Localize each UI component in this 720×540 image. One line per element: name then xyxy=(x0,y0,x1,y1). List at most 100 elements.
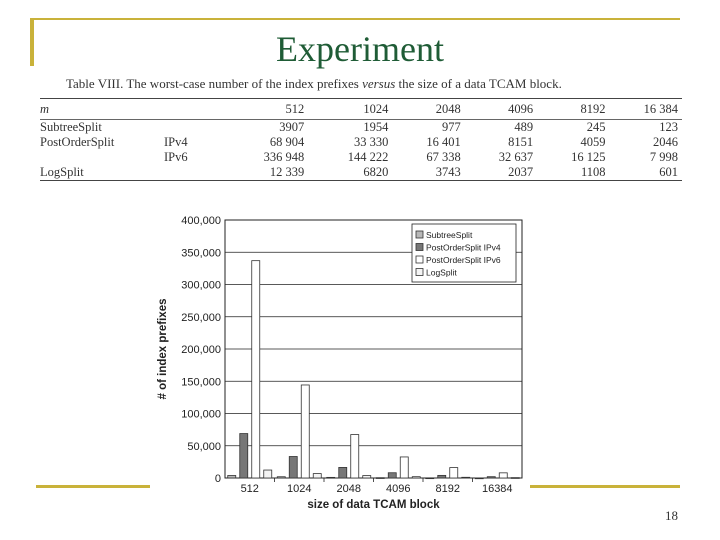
table-header-row: m 512 1024 2048 4096 8192 16 384 xyxy=(40,98,682,120)
table-header-cell: 8192 xyxy=(580,101,606,116)
table-cell: 245 xyxy=(586,120,606,134)
table-cell: 489 xyxy=(514,120,534,134)
bar xyxy=(326,476,336,479)
bar xyxy=(486,476,496,479)
frame-bottom-line-left xyxy=(36,485,154,488)
table-row: LogSplit 12 339 6820 3743 2037 1108 601 xyxy=(40,165,682,181)
bar xyxy=(350,434,360,479)
table-cell: 3743 xyxy=(435,165,461,179)
slide-title: Experiment xyxy=(276,29,444,69)
row-sub xyxy=(164,120,224,136)
table-row: IPv6 336 948 144 222 67 338 32 637 16 12… xyxy=(40,150,682,165)
x-tick-label: 4096 xyxy=(386,483,410,495)
frame-top-line xyxy=(30,18,680,20)
bar xyxy=(437,474,447,479)
x-axis-label: size of data TCAM block xyxy=(307,499,440,511)
y-tick-label: 0 xyxy=(215,473,221,485)
bar xyxy=(510,477,520,479)
y-tick-label: 150,000 xyxy=(181,376,221,388)
row-sub: IPv4 xyxy=(164,135,188,149)
table-caption-suffix: the size of a data TCAM block. xyxy=(395,76,562,91)
y-tick-label: 300,000 xyxy=(181,280,221,292)
legend-entry: SubtreeSplit xyxy=(426,230,473,240)
bar xyxy=(276,476,286,479)
x-tick-label: 512 xyxy=(241,483,259,495)
bar xyxy=(425,477,435,480)
bar xyxy=(498,472,508,479)
legend-entry: PostOrderSplit IPv6 xyxy=(426,255,501,265)
table-cell: 68 904 xyxy=(269,135,305,149)
table-header-cell: 512 xyxy=(285,101,305,116)
table-cell: 4059 xyxy=(580,135,606,149)
table-row: SubtreeSplit 3907 1954 977 489 245 123 xyxy=(40,120,682,136)
bar xyxy=(449,467,459,479)
table-row: PostOrderSplit IPv4 68 904 33 330 16 401… xyxy=(40,135,682,150)
table-cell: 144 222 xyxy=(347,150,389,164)
row-name: SubtreeSplit xyxy=(40,120,102,134)
table-header-label: m xyxy=(40,101,50,116)
table-header-cell: 4096 xyxy=(508,101,534,116)
table-cell: 12 339 xyxy=(269,165,305,179)
x-tick-label: 2048 xyxy=(337,483,361,495)
row-name xyxy=(40,150,164,165)
bar xyxy=(387,472,397,479)
x-tick-label: 1024 xyxy=(287,483,311,495)
table-cell: 32 637 xyxy=(498,150,534,164)
bar xyxy=(312,473,322,479)
table-cell: 6820 xyxy=(363,165,389,179)
y-tick-label: 200,000 xyxy=(181,344,221,356)
bar xyxy=(239,433,249,479)
page-number: 18 xyxy=(665,508,678,523)
table-cell: 1954 xyxy=(363,120,389,134)
frame-bottom-line-right xyxy=(530,485,680,488)
bar xyxy=(227,475,237,479)
table-cell: 336 948 xyxy=(263,150,305,164)
row-name: LogSplit xyxy=(40,165,84,179)
row-sub xyxy=(164,165,224,181)
bar xyxy=(338,467,348,479)
x-tick-label: 16384 xyxy=(482,483,513,495)
results-table: m 512 1024 2048 4096 8192 16 384 Subtree… xyxy=(40,98,682,181)
results-table-panel: Table VIII. The worst-case number of the… xyxy=(40,76,682,181)
table-caption-prefix: Table VIII. The worst-case number of the… xyxy=(66,76,363,91)
bar xyxy=(411,476,421,479)
legend-swatch xyxy=(415,230,424,239)
bar xyxy=(375,477,385,479)
legend-swatch xyxy=(415,243,424,251)
table-cell: 601 xyxy=(659,165,678,179)
y-tick-label: 250,000 xyxy=(181,312,221,324)
legend-swatch xyxy=(415,268,424,276)
y-tick-label: 100,000 xyxy=(181,409,221,421)
bar xyxy=(251,260,261,479)
y-tick-label: 350,000 xyxy=(181,247,221,259)
legend-swatch xyxy=(415,255,424,264)
table-header-cell: 16 384 xyxy=(643,101,678,116)
table-cell: 67 338 xyxy=(426,150,461,164)
table-cell: 2037 xyxy=(508,165,534,179)
bar xyxy=(362,475,372,479)
table-caption-emphasis: versus xyxy=(362,76,396,91)
table-header-cell: 2048 xyxy=(435,101,461,116)
bar xyxy=(288,456,298,479)
y-axis-label: # of index prefixes xyxy=(157,299,169,400)
x-tick-label: 8192 xyxy=(436,483,460,495)
table-cell: 33 330 xyxy=(354,135,389,149)
bar xyxy=(399,456,409,479)
row-sub: IPv6 xyxy=(164,150,188,164)
bar-chart: 0 50,000 100,000 150,000 200,000 250,000 300,0… xyxy=(150,210,530,515)
table-header-blank xyxy=(164,99,224,120)
bar xyxy=(474,477,484,480)
table-cell: 16 401 xyxy=(426,135,461,149)
table-cell: 7 998 xyxy=(649,150,678,164)
legend-box xyxy=(411,223,517,283)
table-cell: 8151 xyxy=(508,135,534,149)
legend-entry: LogSplit xyxy=(426,268,457,278)
y-tick-label: 400,000 xyxy=(181,215,221,227)
table-cell: 123 xyxy=(659,120,678,134)
y-tick-label: 50,000 xyxy=(187,441,221,453)
frame-left-bar xyxy=(30,18,34,66)
legend-entry: PostOrderSplit IPv4 xyxy=(426,243,501,253)
table-header-cell: 1024 xyxy=(363,101,389,116)
table-cell: 16 125 xyxy=(571,150,606,164)
row-name: PostOrderSplit xyxy=(40,135,115,149)
